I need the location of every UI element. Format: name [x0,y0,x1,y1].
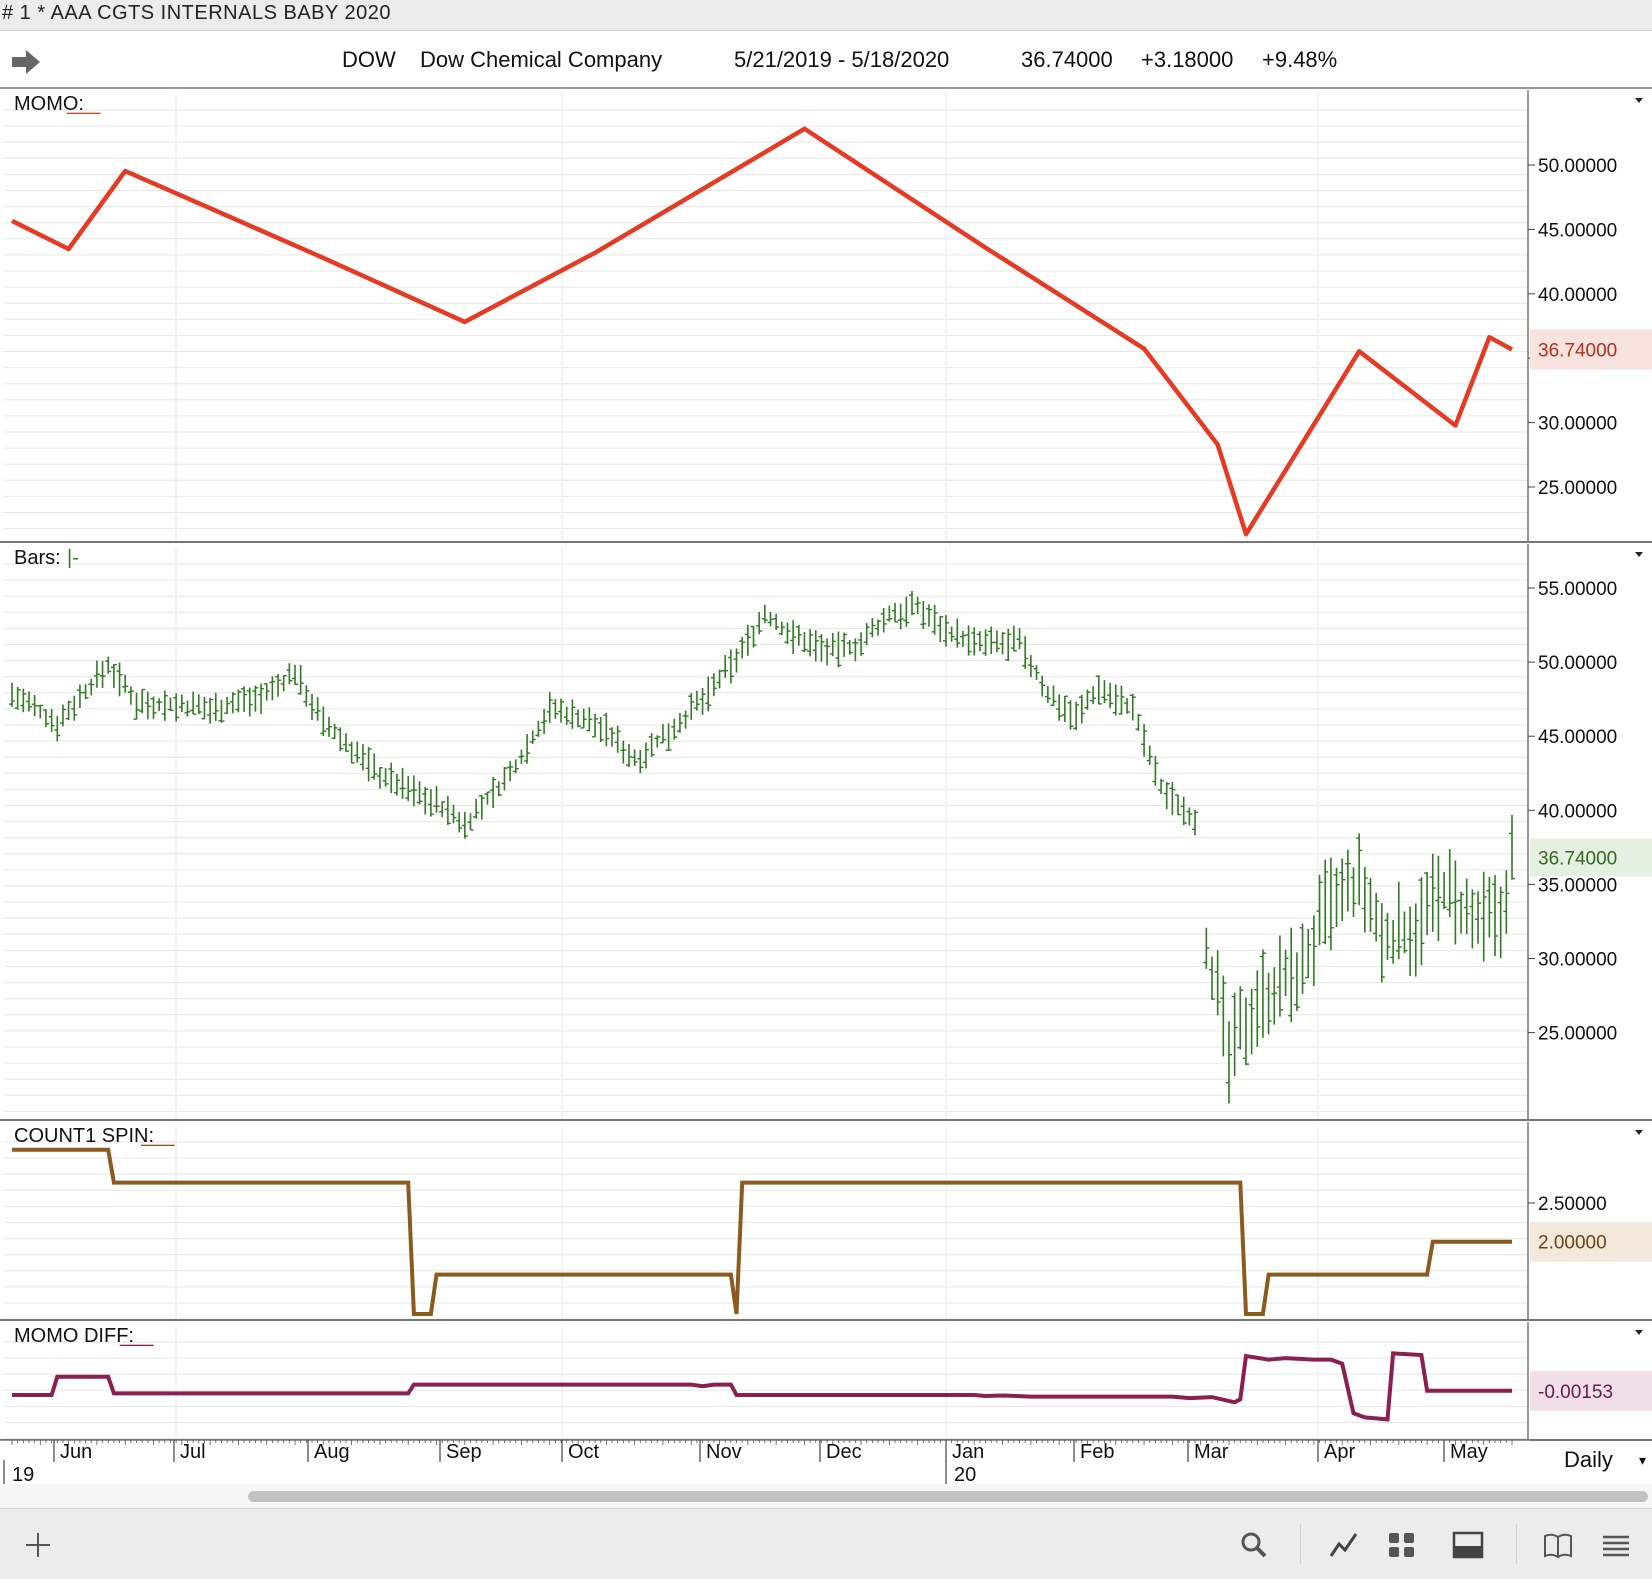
period-label: Daily [1564,1447,1613,1472]
pane-label: MOMO DIFF: [14,1325,134,1347]
y-tick-label: 30.00000 [1538,950,1617,971]
scrollbar-thumb[interactable] [248,1491,1648,1502]
chart-area[interactable]: MOMO:___50.0000045.0000040.0000035.00000… [0,0,1652,1484]
window-title: # 1 * AAA CGTS INTERNALS BABY 2020 [2,2,392,24]
y-tick-label: 35.00000 [1538,875,1617,896]
search-icon[interactable] [1238,1530,1270,1560]
year-label: 20 [954,1464,976,1484]
ohlc-bars [9,591,1515,1104]
menu-icon[interactable] [1600,1530,1632,1560]
last-value-box [1530,329,1652,370]
symbol: DOW [342,47,396,72]
toolbar-divider [1516,1524,1517,1564]
last-value-box [1530,1221,1652,1262]
month-label: Apr [1324,1441,1355,1463]
y-tick-label: 25.00000 [1538,1024,1617,1045]
pane-background [0,1122,1652,1320]
book-icon[interactable] [1542,1530,1574,1560]
x-axis-background [0,1440,1530,1484]
company-name: Dow Chemical Company [420,47,663,72]
last-price: 36.74000 [1021,47,1113,72]
pane-menu-chevron-icon[interactable] [1635,98,1643,103]
add-plus-icon[interactable] [22,1530,54,1560]
month-label: Dec [826,1441,862,1463]
bottom-toolbar [0,1508,1652,1579]
last-value-box [1530,838,1652,877]
grid-layout-icon[interactable] [1386,1530,1418,1560]
pane-menu-chevron-icon[interactable] [1635,1330,1643,1335]
right-arrow-icon[interactable] [12,49,42,75]
pane-background [0,90,1652,542]
y-tick-label: 50.00000 [1538,156,1617,177]
month-label: Nov [706,1441,742,1463]
y-tick-label: 55.00000 [1538,579,1617,600]
last-value-label: 2.00000 [1538,1233,1607,1254]
month-label: Jul [180,1441,206,1463]
y-tick-label: 50.00000 [1538,653,1617,674]
legend-swatch: ___ [140,1125,175,1147]
symbol-header: DOW Dow Chemical Company 5/21/2019 - 5/1… [0,31,1652,89]
last-value-label: 36.74000 [1538,341,1617,362]
y-tick-label: 2.50000 [1538,1194,1607,1215]
y-tick-label: 40.00000 [1538,801,1617,822]
period-selector[interactable]: Daily ▾ [1540,1438,1652,1482]
y-tick-label: 30.00000 [1538,414,1617,435]
last-value-label: 36.74000 [1538,848,1617,869]
legend-swatch: |- [67,547,79,569]
year-label: 19 [12,1464,34,1484]
month-label: Sep [446,1441,482,1463]
y-tick-label: 45.00000 [1538,727,1617,748]
panel-layout-icon[interactable] [1452,1530,1484,1560]
momo-diff-line [12,1351,1512,1422]
pane-label: Bars: [14,547,61,569]
pane-menu-chevron-icon[interactable] [1635,1130,1643,1135]
toolbar-divider [1300,1524,1301,1564]
month-label: Jan [952,1441,984,1463]
y-tick-label: 25.00000 [1538,478,1617,499]
y-tick-label: 40.00000 [1538,285,1617,306]
pane-label: COUNT1 SPIN: [14,1125,154,1147]
month-label: May [1450,1441,1488,1463]
pane-background [0,544,1652,1120]
line-chart-icon[interactable] [1328,1530,1360,1560]
legend-swatch: ___ [119,1325,154,1347]
month-label: Jun [60,1441,92,1463]
percent-change: +9.48% [1262,47,1338,72]
pane-label: MOMO: [14,93,84,115]
window-title-bar: # 1 * AAA CGTS INTERNALS BABY 2020 [0,0,1652,31]
net-change: +3.18000 [1141,47,1234,72]
date-range: 5/21/2019 - 5/18/2020 [734,47,950,72]
y-tick-label: 45.00000 [1538,220,1617,241]
month-label: Feb [1080,1441,1114,1463]
legend-swatch: ___ [66,93,101,115]
momo-series-line [10,126,1514,537]
last-value-box [1530,1370,1652,1411]
period-chevron-icon: ▾ [1638,1452,1646,1468]
count-spin-line [12,1147,1512,1316]
month-label: Aug [314,1441,350,1463]
month-label: Mar [1194,1441,1229,1463]
last-value-label: -0.00153 [1538,1382,1613,1403]
month-label: Oct [568,1441,600,1463]
pane-menu-chevron-icon[interactable] [1635,552,1643,557]
